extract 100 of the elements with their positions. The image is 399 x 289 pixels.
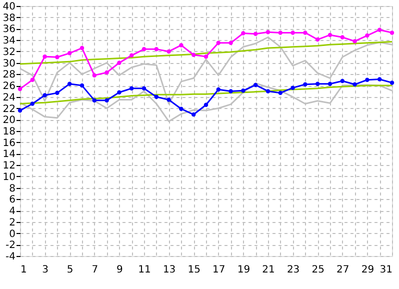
point <box>266 30 270 34</box>
point <box>18 108 22 113</box>
y-tick-label: 30 <box>2 58 16 70</box>
y-tick-label: 28 <box>2 70 16 81</box>
y-tick-label: 6 <box>9 194 16 206</box>
y-tick-label: 10 <box>2 172 16 183</box>
y-tick-label: 2 <box>9 217 16 228</box>
point <box>30 78 35 82</box>
y-tick-label: 16 <box>2 138 16 149</box>
point <box>377 28 382 32</box>
point <box>104 70 109 75</box>
y-tick-label: 14 <box>2 149 16 160</box>
point <box>80 83 84 88</box>
point <box>204 102 208 107</box>
y-tick-label: 26 <box>2 81 16 92</box>
point <box>352 39 357 44</box>
point <box>315 82 320 86</box>
point <box>142 47 146 52</box>
point <box>67 82 72 86</box>
point <box>303 30 308 35</box>
y-tick-label: 24 <box>2 92 16 104</box>
point <box>315 37 320 42</box>
y-tick-label: 8 <box>9 183 16 194</box>
point <box>30 102 35 106</box>
point <box>55 55 60 60</box>
point <box>278 90 283 96</box>
x-tick-label: 7 <box>92 264 98 276</box>
point <box>166 98 171 102</box>
point <box>142 86 146 91</box>
point <box>204 54 208 59</box>
x-tick-label: 19 <box>237 264 250 276</box>
point <box>365 78 370 82</box>
y-tick-label: 4 <box>9 206 16 218</box>
x-tick-label: 31 <box>380 264 392 276</box>
point <box>365 33 370 38</box>
point <box>129 53 134 58</box>
y-tick-label: 0 <box>9 228 16 240</box>
point <box>290 86 295 90</box>
point <box>104 98 109 102</box>
x-tick-label: 11 <box>138 264 151 276</box>
point <box>290 30 295 35</box>
point <box>253 32 258 36</box>
y-tick-label: 36 <box>2 24 16 36</box>
x-tick-label: 23 <box>286 264 300 276</box>
x-tick-label: 5 <box>66 264 74 276</box>
x-tick-label: 15 <box>188 264 200 276</box>
point <box>166 49 171 54</box>
x-tick-label: 27 <box>336 264 350 276</box>
point <box>278 30 283 35</box>
x-tick-label: 1 <box>20 264 27 276</box>
x-tick-label: 25 <box>312 264 324 276</box>
y-tick-label: -4 <box>6 252 16 262</box>
point <box>390 30 394 35</box>
x-tick-label: 3 <box>42 264 48 276</box>
point <box>42 93 47 98</box>
point <box>92 98 97 102</box>
point <box>129 86 134 91</box>
point <box>377 77 382 82</box>
point <box>266 89 270 94</box>
point <box>340 78 345 84</box>
point <box>154 47 159 52</box>
point <box>253 82 258 88</box>
x-tick-label: 9 <box>116 264 123 276</box>
point <box>328 32 332 38</box>
point <box>191 52 196 57</box>
point <box>216 87 221 92</box>
x-tick-label: 29 <box>361 264 374 276</box>
x-tick-label: 21 <box>262 264 275 276</box>
x-tick-label: 17 <box>212 264 226 276</box>
point <box>228 40 233 46</box>
point <box>241 88 246 93</box>
point <box>340 35 345 40</box>
point <box>191 112 196 117</box>
point <box>117 90 122 94</box>
point <box>303 82 308 87</box>
y-tick-label: 34 <box>2 36 16 47</box>
y-tick-label: -2 <box>6 240 16 252</box>
point <box>216 40 221 46</box>
point <box>390 80 394 85</box>
point <box>241 31 246 36</box>
point <box>154 94 159 100</box>
point <box>67 51 72 56</box>
point <box>117 60 122 65</box>
y-tick-label: 12 <box>2 160 16 172</box>
point <box>228 89 233 94</box>
y-tick-label: 40 <box>2 2 16 12</box>
y-tick-label: 18 <box>2 126 16 138</box>
y-tick-label: 22 <box>2 104 16 115</box>
x-tick-label: 13 <box>162 264 176 276</box>
point <box>179 106 184 111</box>
point <box>92 73 97 78</box>
point <box>42 54 47 59</box>
point <box>328 82 332 86</box>
point <box>55 90 60 96</box>
y-tick-label: 20 <box>2 115 16 126</box>
point <box>179 43 184 48</box>
point <box>352 82 357 87</box>
point <box>18 86 22 92</box>
point <box>80 46 84 50</box>
y-tick-label: 38 <box>2 12 16 24</box>
